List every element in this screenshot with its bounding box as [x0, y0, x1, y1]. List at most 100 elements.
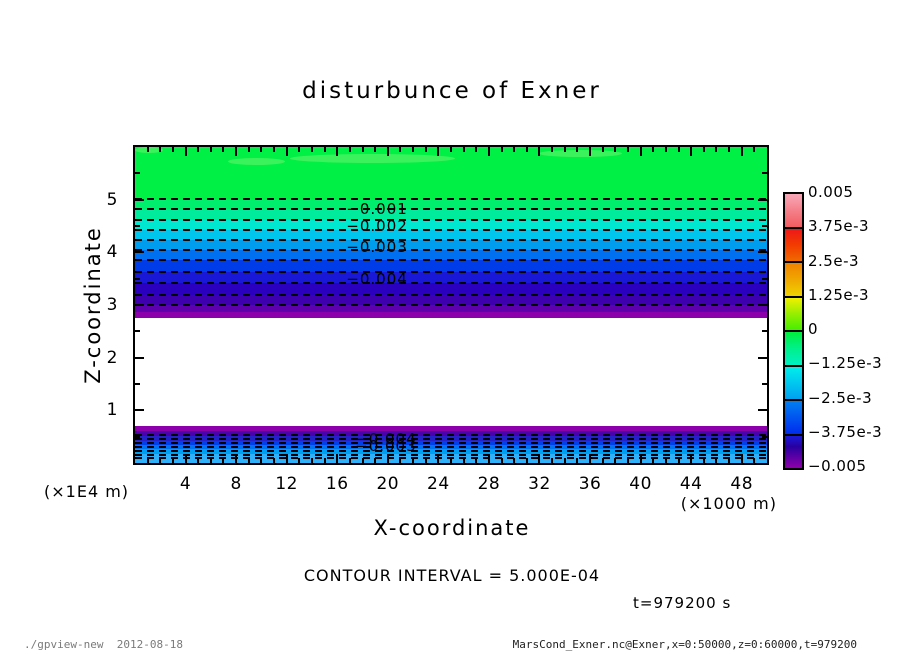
contour-band [135, 426, 767, 432]
contour-line [135, 208, 767, 211]
x-tick [298, 458, 301, 463]
colorbar [783, 192, 804, 470]
x-tick [740, 147, 743, 156]
x-tick [753, 458, 756, 463]
y-tick [758, 198, 767, 201]
contour-label: −0.004 [355, 430, 417, 449]
x-tick [513, 458, 516, 463]
y-tick [135, 251, 144, 254]
contour-line [135, 446, 767, 449]
y-tick [758, 409, 767, 412]
x-tick-label: 44 [679, 474, 703, 494]
x-tick [222, 147, 225, 152]
x-tick [601, 458, 604, 463]
contour-line [135, 438, 767, 441]
colorbar-tick-label: −0.005 [808, 457, 867, 475]
colorbar-tick-label: 2.5e-3 [808, 251, 860, 270]
x-tick [551, 458, 554, 463]
contour-band [135, 271, 767, 284]
contour-label: −0.003 [355, 437, 417, 456]
y-tick [758, 356, 767, 359]
contour-line [135, 293, 767, 296]
x-tick [715, 458, 718, 463]
y-tick-label: 1 [106, 400, 118, 421]
y-tick [135, 304, 144, 306]
x-tick [690, 454, 693, 463]
colorbar-segment [785, 366, 802, 401]
x-tick [197, 458, 200, 463]
x-tick [589, 147, 592, 156]
x-tick-label: 48 [730, 474, 754, 494]
x-tick [475, 147, 478, 152]
x-tick [361, 147, 364, 152]
x-tick [235, 454, 238, 463]
contour-band [135, 294, 767, 305]
x-tick [159, 458, 162, 463]
y-tick [758, 304, 767, 306]
x-tick [273, 147, 276, 152]
x-tick [171, 147, 174, 152]
colorbar-tick-label: −2.5e-3 [808, 388, 873, 407]
x-tick [437, 454, 440, 463]
x-tick [399, 147, 402, 152]
y-tick [135, 435, 140, 438]
contour-label: −0.001 [346, 200, 408, 219]
x-tick [487, 454, 490, 463]
y-axis-unit: (×1E4 m) [44, 482, 130, 501]
x-tick [652, 458, 655, 463]
contour-band [135, 260, 767, 272]
x-tick-label: 4 [179, 474, 192, 494]
x-axis-label: X-coordinate [373, 516, 531, 540]
x-tick [500, 147, 503, 152]
contour-line [135, 239, 767, 242]
x-tick [146, 147, 149, 152]
x-tick [323, 147, 326, 152]
y-tick [135, 225, 140, 227]
contour-line [135, 259, 767, 262]
x-tick-label: 20 [376, 474, 400, 494]
x-tick [298, 147, 301, 152]
y-tick-label: 3 [106, 295, 118, 315]
y-tick-label: 5 [106, 189, 118, 210]
x-tick [626, 458, 629, 463]
x-tick [437, 147, 440, 156]
x-tick [563, 147, 566, 152]
x-tick [525, 458, 528, 463]
x-tick [184, 147, 187, 156]
contour-line [135, 454, 767, 457]
x-tick [374, 458, 377, 463]
y-tick [135, 383, 140, 385]
x-axis-unit: (×1000 m) [680, 494, 777, 513]
x-tick [639, 454, 642, 463]
footer-command-text: ./gpview-new 2012-08-18 [24, 638, 183, 651]
contour-band [135, 147, 767, 199]
x-tick [487, 147, 490, 156]
contour-line [135, 441, 767, 444]
contour-band [135, 283, 767, 295]
near-zero-patch [290, 154, 455, 164]
x-tick [235, 147, 238, 156]
contour-label: −0.002 [346, 217, 408, 235]
colorbar-segment [785, 263, 802, 298]
y-tick [135, 330, 140, 333]
x-tick [664, 147, 667, 152]
x-tick [247, 458, 250, 463]
x-tick [753, 147, 756, 152]
x-tick [563, 458, 566, 463]
x-tick [197, 147, 200, 152]
y-tick [762, 172, 767, 175]
y-tick-label: 4 [106, 242, 118, 263]
x-tick [285, 454, 288, 463]
x-tick [159, 147, 162, 152]
colorbar-tick-label: 0.005 [808, 183, 854, 201]
contour-band [135, 431, 767, 437]
x-tick [728, 458, 731, 463]
x-tick [500, 458, 503, 463]
colorbar-tick-label: 3.75e-3 [808, 217, 870, 236]
y-tick [135, 409, 144, 412]
x-tick [209, 147, 212, 152]
colorbar-segment [785, 194, 802, 229]
x-tick [551, 147, 554, 152]
y-tick [135, 356, 144, 359]
x-tick [702, 458, 705, 463]
